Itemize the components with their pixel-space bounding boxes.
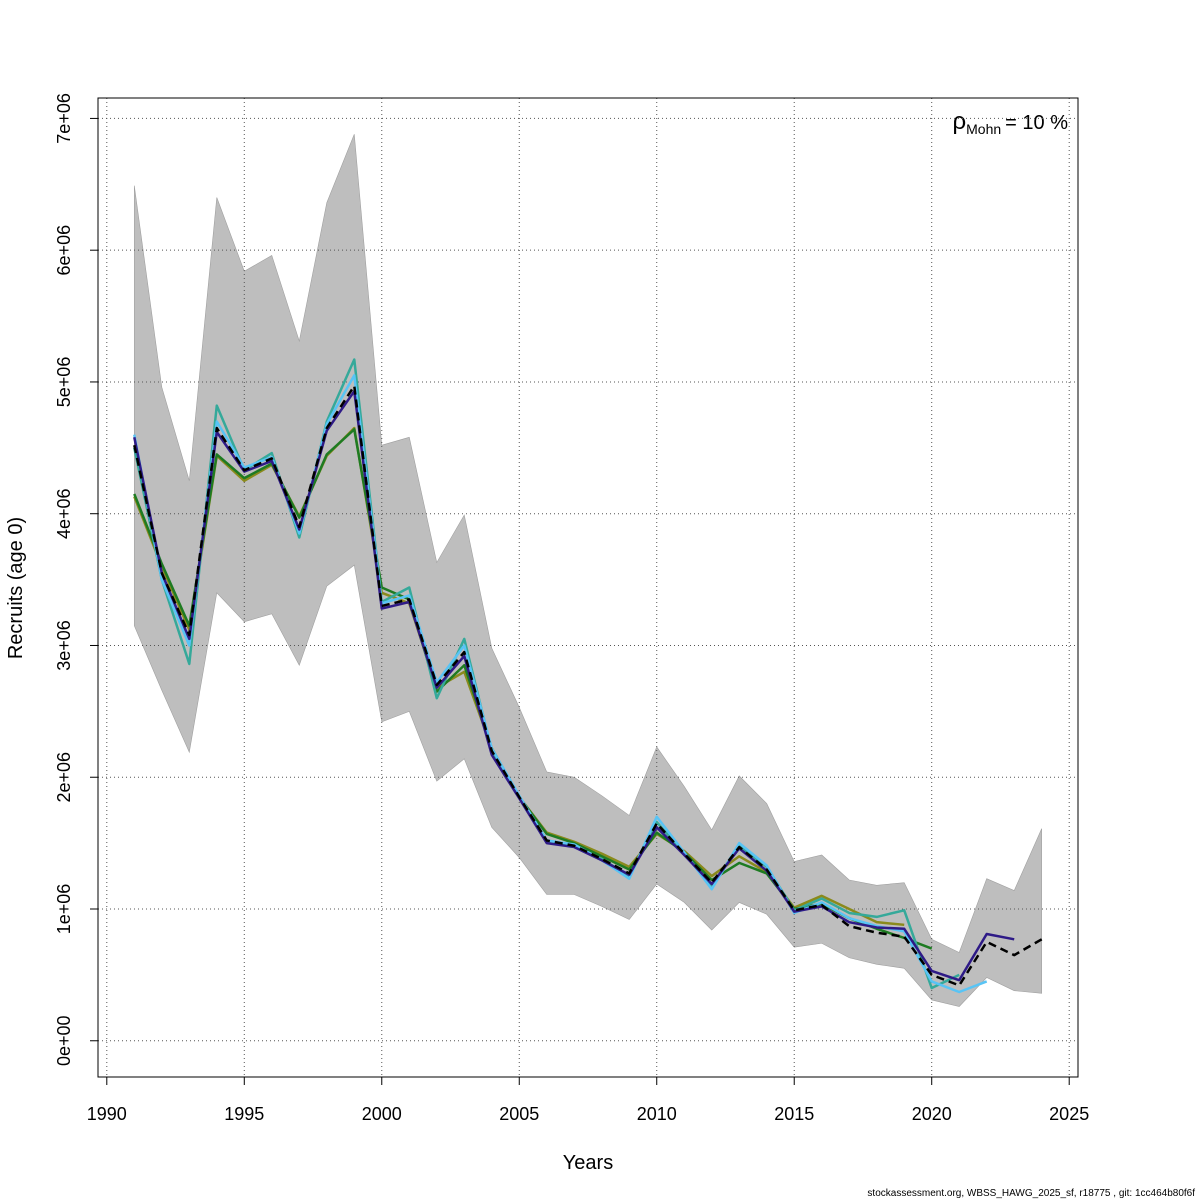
x-axis-title: Years	[563, 1152, 613, 1174]
y-tick-label: 4e+06	[54, 488, 74, 539]
x-tick-label: 2010	[637, 1104, 677, 1124]
mohn-annotation: ρMohn = 10 %	[952, 108, 1068, 137]
x-tick-label: 2000	[362, 1104, 402, 1124]
y-tick-label: 7e+06	[54, 93, 74, 144]
confidence-band	[133, 134, 1043, 1007]
plot-frame	[97, 97, 1079, 1078]
x-tick-label: 2020	[912, 1104, 952, 1124]
y-tick-label: 2e+06	[54, 752, 74, 803]
rho-symbol: ρ	[952, 108, 966, 135]
x-tick-label: 1995	[224, 1104, 264, 1124]
rho-subscript: Mohn	[966, 121, 1001, 137]
y-tick-label: 0e+00	[54, 1015, 74, 1066]
y-tick-label: 6e+06	[54, 225, 74, 276]
x-tick-label: 2015	[774, 1104, 814, 1124]
x-tick-label: 2005	[499, 1104, 539, 1124]
series-line	[133, 384, 1043, 987]
y-tick-label: 1e+06	[54, 884, 74, 935]
y-tick-label: 3e+06	[54, 620, 74, 671]
footer: stockassessment.org, WBSS_HAWG_2025_sf, …	[867, 1188, 1195, 1199]
y-axis-title: Recruits (age 0)	[5, 517, 27, 659]
y-tick-label: 5e+06	[54, 357, 74, 408]
rho-value: = 10 %	[1005, 112, 1068, 134]
x-tick-label: 1990	[87, 1104, 127, 1124]
x-tick-label: 2025	[1049, 1104, 1089, 1124]
